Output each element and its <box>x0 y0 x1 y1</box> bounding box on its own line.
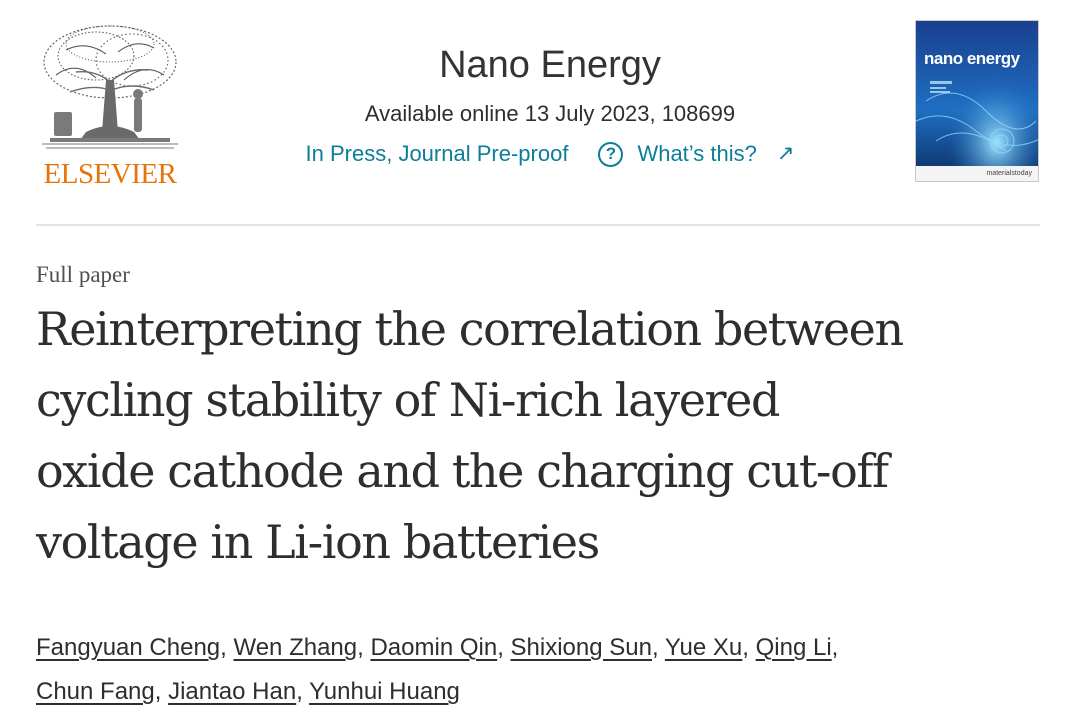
article-title: Reinterpreting the correlation between c… <box>36 294 1056 578</box>
title-line: oxide cathode and the charging cut-off <box>36 444 889 498</box>
header-divider <box>36 224 1040 226</box>
author-link[interactable]: Qing Li <box>755 634 832 661</box>
cover-title: nano energy <box>924 49 1020 68</box>
author-link[interactable]: Yunhui Huang <box>309 678 460 705</box>
publisher-wordmark: ELSEVIER <box>43 158 177 190</box>
author-link[interactable]: Shixiong Sun <box>510 634 652 661</box>
title-line: cycling stability of Ni-rich layered <box>36 373 780 427</box>
author-link[interactable]: Jiantao Han <box>168 678 297 705</box>
availability-line: Available online 13 July 2023, 108699 <box>364 101 736 126</box>
journal-cover[interactable]: nano energy materialstoday <box>915 20 1039 182</box>
title-line: Reinterpreting the correlation between <box>36 302 904 356</box>
help-link[interactable]: What’s this? <box>637 141 757 166</box>
author-link[interactable]: Wen Zhang <box>233 634 358 661</box>
publisher-logo[interactable]: ELSEVIER <box>36 20 184 190</box>
title-line: voltage in Li-ion batteries <box>36 515 600 569</box>
external-arrow-icon: ↗ <box>776 142 795 165</box>
author-link[interactable]: Yue Xu <box>664 634 743 661</box>
status-link[interactable]: In Press, Journal Pre-proof <box>305 141 569 166</box>
journal-status-row: In Press, Journal Pre-proof ? What’s thi… <box>230 139 870 169</box>
journal-title[interactable]: Nano Energy <box>439 44 661 86</box>
cover-footer: materialstoday <box>916 166 1038 181</box>
author-link[interactable]: Chun Fang <box>36 678 155 705</box>
journal-header: Nano Energy Available online 13 July 202… <box>230 40 870 169</box>
author-link[interactable]: Daomin Qin <box>370 634 498 661</box>
author-list: Fangyuan Cheng, Wen Zhang, Daomin Qin, S… <box>36 634 839 705</box>
cover-artwork <box>916 21 1038 181</box>
tree-of-knowledge-icon <box>42 25 178 149</box>
question-circle-icon[interactable]: ? <box>598 141 624 167</box>
author-link[interactable]: Fangyuan Cheng <box>36 634 221 661</box>
article-type: Full paper <box>36 262 130 287</box>
